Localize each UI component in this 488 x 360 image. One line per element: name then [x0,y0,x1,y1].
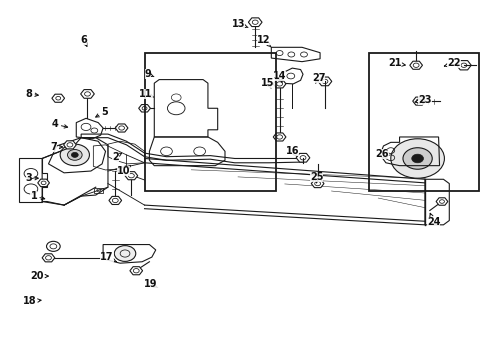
Text: 26: 26 [374,149,388,159]
Text: 18: 18 [23,296,41,306]
Polygon shape [409,61,422,69]
Polygon shape [38,179,49,186]
Circle shape [71,152,78,157]
Text: 6: 6 [80,35,87,46]
Text: 8: 8 [25,89,38,99]
Text: 21: 21 [387,58,405,68]
Text: 15: 15 [261,78,274,88]
Polygon shape [273,80,285,88]
Text: 2: 2 [112,152,122,162]
Text: 7: 7 [50,142,62,152]
Polygon shape [296,153,309,162]
Text: 12: 12 [257,35,270,47]
Text: 10: 10 [117,166,130,176]
Circle shape [390,139,444,178]
Text: 25: 25 [309,172,323,183]
Text: 13: 13 [231,19,247,29]
Text: 20: 20 [30,271,48,281]
Text: 24: 24 [426,213,440,227]
Bar [144,53,276,191]
Text: 11: 11 [139,89,153,99]
Text: 4: 4 [52,120,67,129]
Polygon shape [273,133,285,141]
Polygon shape [63,141,76,149]
Polygon shape [130,267,142,275]
Bar [368,53,478,191]
Polygon shape [42,254,55,262]
Text: 19: 19 [144,279,157,289]
Polygon shape [456,60,470,70]
Polygon shape [311,180,324,188]
Polygon shape [435,198,447,205]
Text: 23: 23 [414,95,431,105]
Polygon shape [115,124,128,132]
Text: 5: 5 [96,107,108,117]
Polygon shape [412,97,425,105]
Circle shape [411,154,423,163]
Polygon shape [318,77,331,86]
Text: 1: 1 [30,191,44,201]
Bar [94,188,103,193]
Text: 14: 14 [272,71,286,82]
Text: 27: 27 [311,73,325,83]
Polygon shape [125,172,138,180]
Polygon shape [139,104,150,112]
Circle shape [402,148,431,169]
Circle shape [46,241,60,251]
Polygon shape [109,197,122,204]
Text: 9: 9 [144,69,154,79]
Text: 22: 22 [444,58,460,68]
Polygon shape [52,94,64,102]
Text: 16: 16 [285,146,299,156]
Text: 3: 3 [25,173,38,183]
Polygon shape [248,18,262,27]
Text: 17: 17 [100,252,116,262]
Circle shape [60,144,89,166]
Circle shape [114,246,136,261]
Circle shape [67,149,82,160]
Polygon shape [81,90,94,98]
